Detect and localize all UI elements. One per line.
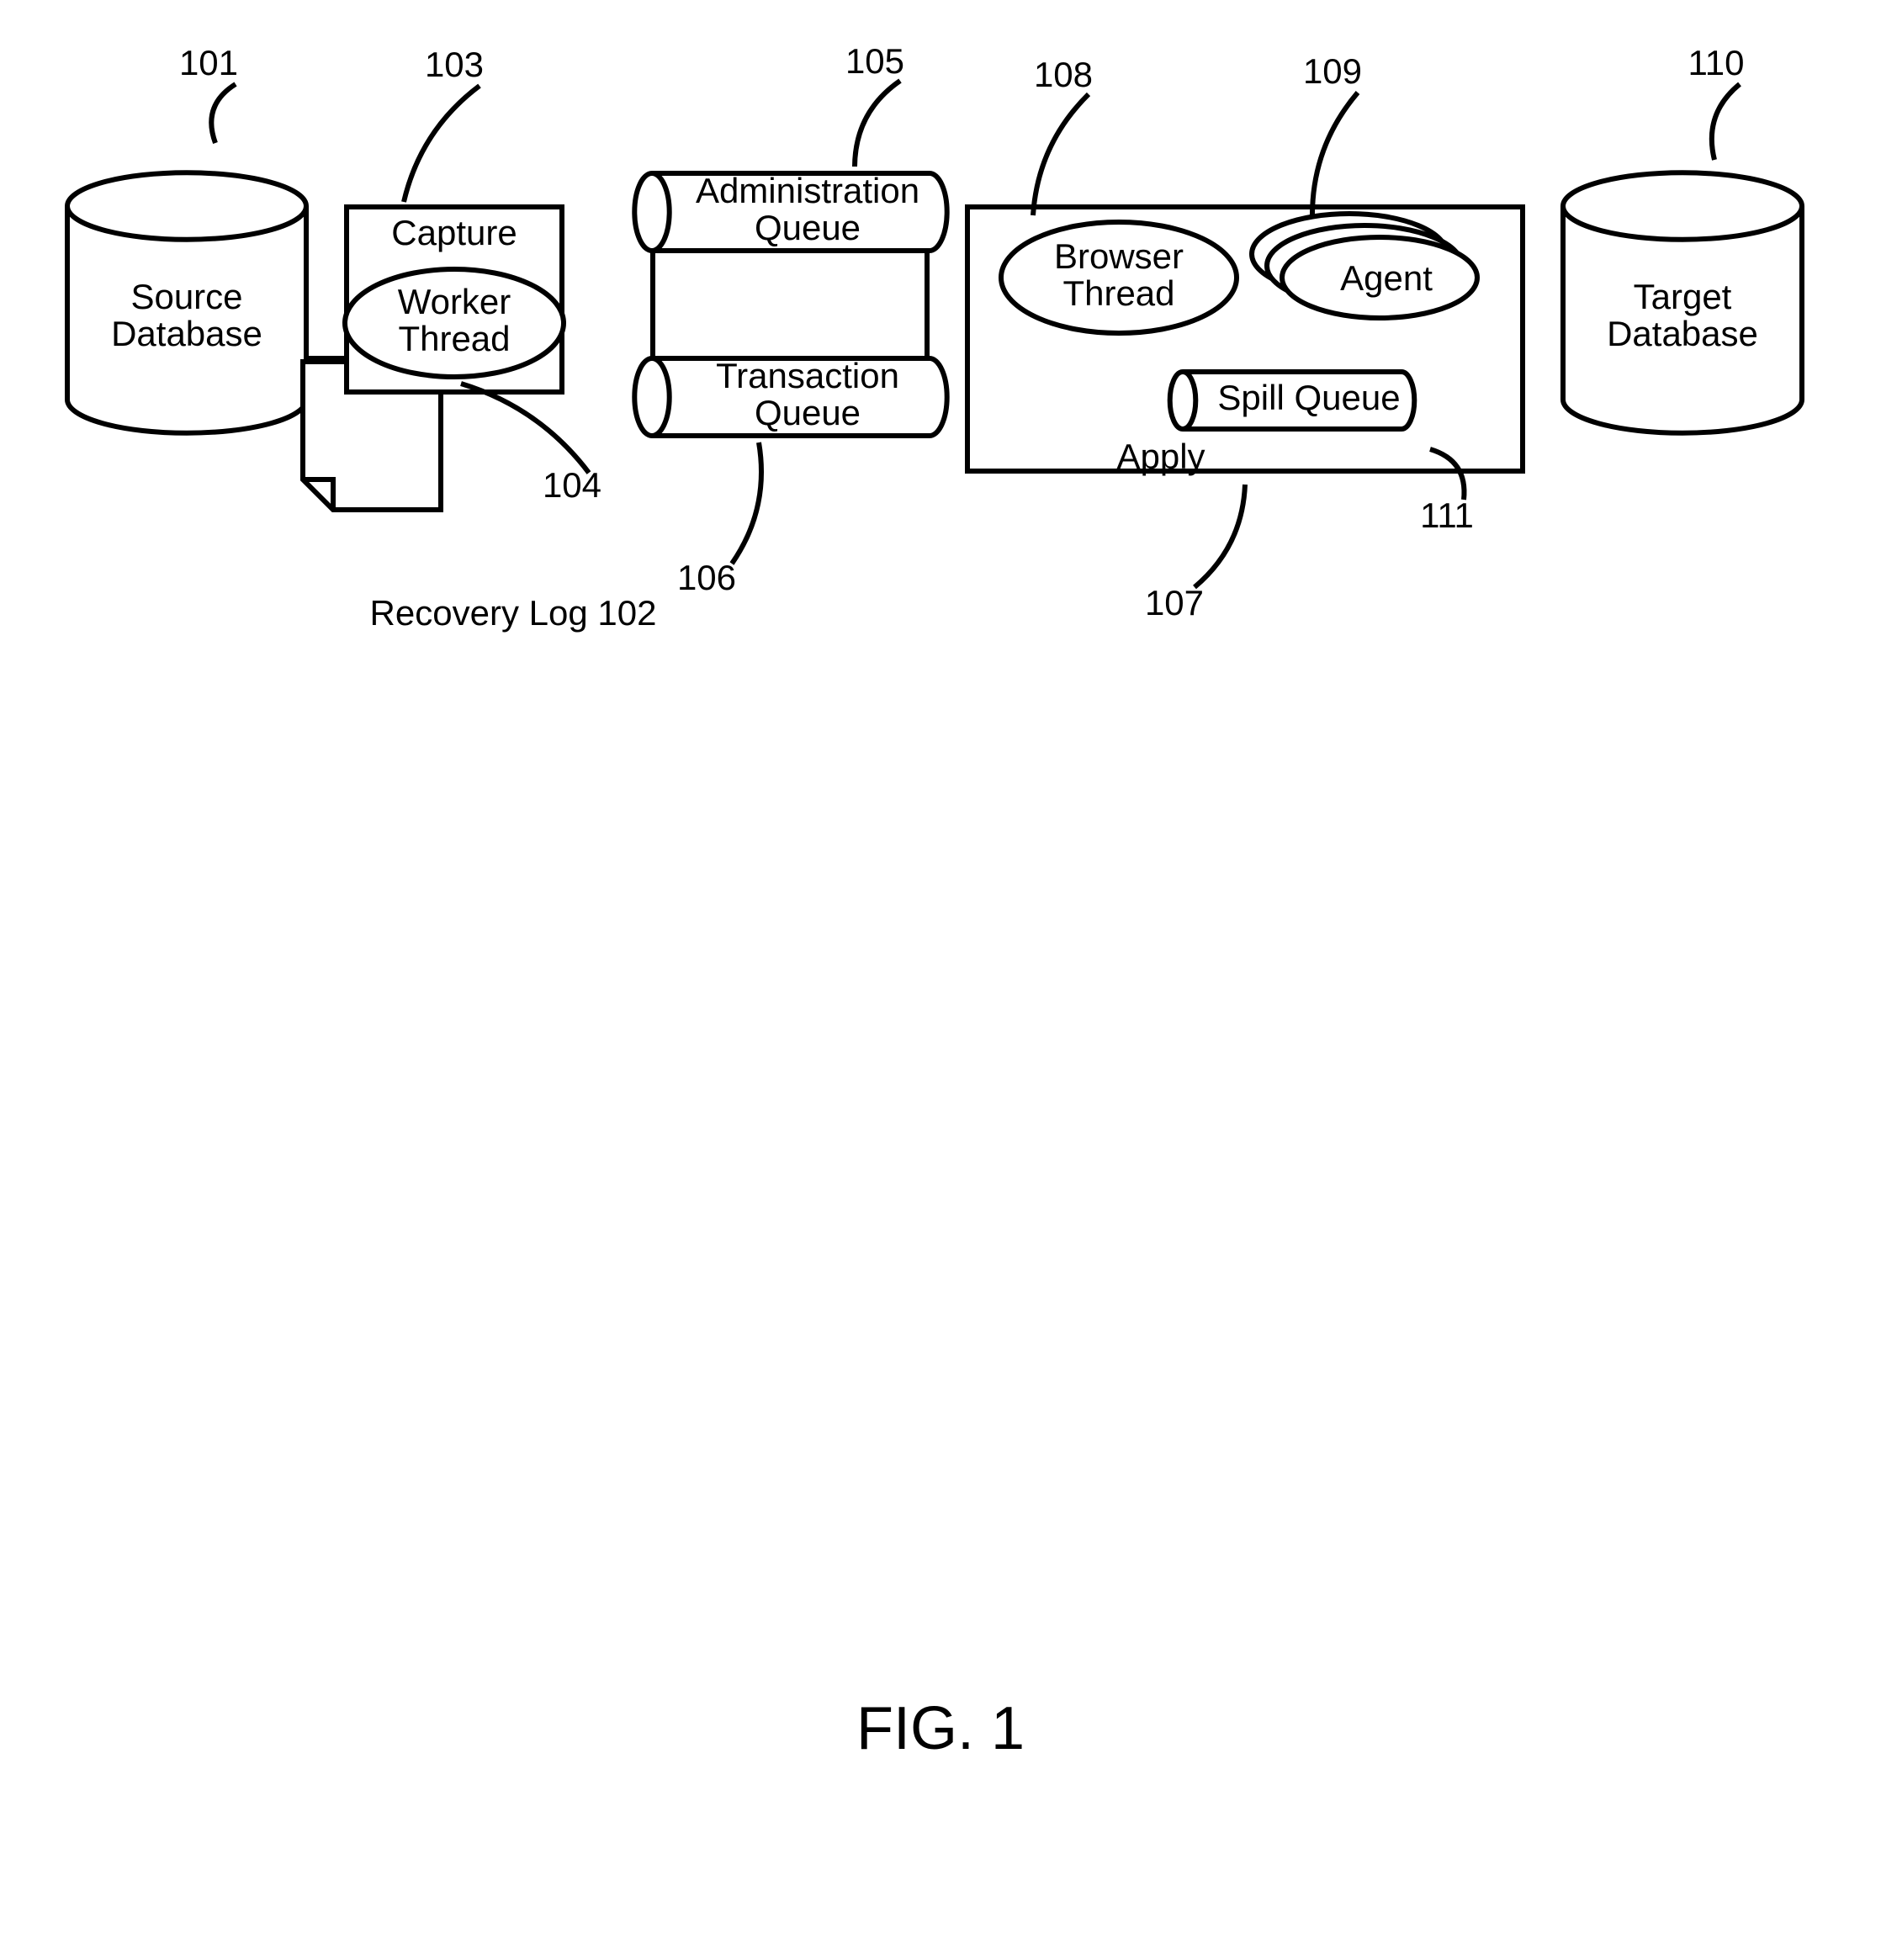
transaction-queue-label: Transaction [716,356,899,395]
figure-caption: FIG. 1 [856,1695,1025,1762]
target-database-label: Database [1607,314,1758,353]
source-database-label: Source [130,277,242,316]
agent-label: Agent [1340,258,1433,298]
target-database-ref: 110 [1688,43,1745,82]
admin-queue-ref-lead [855,81,900,167]
apply-label: Apply [1116,437,1205,476]
administration-queue-label: Queue [755,208,861,247]
worker-thread-label: Worker [398,282,511,321]
agent-ref: 109 [1303,51,1362,91]
worker-ref: 104 [543,465,601,505]
source-database-ref: 101 [179,43,238,82]
capture-ref-lead [404,86,480,202]
apply-ref-lead [1195,485,1245,587]
browser-thread-label: Browser [1054,236,1184,276]
browser-thread-label: Thread [1062,273,1174,313]
capture-ref: 103 [425,45,484,84]
source-database-ref-lead [211,84,236,143]
browser-ref-lead [1033,94,1089,215]
capture-label: Capture [391,213,517,252]
recovery-log-label: Recovery Log 102 [370,593,657,633]
transaction-queue-label: Queue [755,393,861,432]
trans-queue-ref: 106 [677,558,736,597]
spill-queue-label: Spill Queue [1217,378,1400,417]
apply-ref: 107 [1145,583,1204,622]
worker-ref-lead [461,384,589,473]
agent-ref-lead [1312,93,1358,219]
spill-queue-ref: 111 [1420,495,1474,535]
figure-diagram: SourceDatabaseCaptureApplyAdministration… [0,0,1881,1960]
trans-queue-ref-lead [732,442,761,564]
target-database-ref-lead [1712,84,1740,160]
admin-queue-ref: 105 [845,41,904,81]
browser-ref: 108 [1034,55,1093,94]
target-database-label: Target [1634,277,1732,316]
administration-queue-label: Administration [696,171,919,210]
source-database-label: Database [111,314,262,353]
worker-thread-label: Thread [398,319,510,358]
